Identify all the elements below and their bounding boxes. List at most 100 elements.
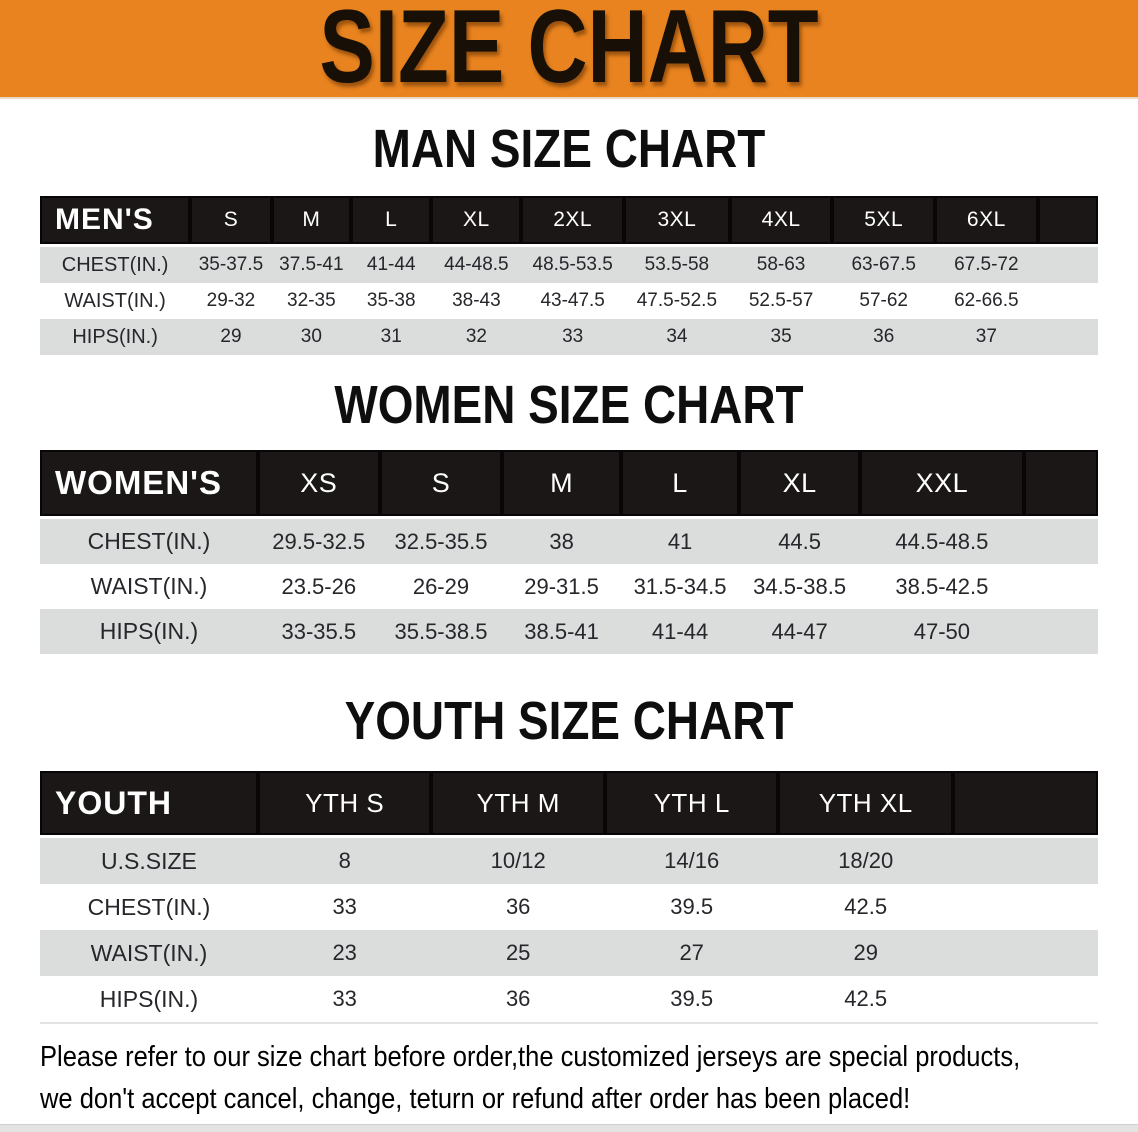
size-value-cell: 32 xyxy=(431,319,522,355)
size-value-cell: 44.5-48.5 xyxy=(859,516,1024,564)
size-column-header: S xyxy=(379,450,503,518)
size-value-cell: 37.5-41 xyxy=(271,244,352,283)
size-value-cell: 48.5-53.5 xyxy=(521,244,624,283)
size-value-cell: 42.5 xyxy=(778,884,953,930)
table-header-row: MEN'S S M L XL 2XL 3XL 4XL 5XL 6XL xyxy=(40,196,1098,246)
banner-title: SIZE CHART xyxy=(319,0,819,105)
row-label: HIPS(IN.) xyxy=(40,609,258,654)
row-label: WAIST(IN.) xyxy=(40,930,258,976)
men-size-table: MEN'S S M L XL 2XL 3XL 4XL 5XL 6XL CHEST(IN.) 35-37… xyxy=(40,196,1098,355)
size-value-cell: 39.5 xyxy=(604,976,779,1024)
row-filler-cell xyxy=(953,930,1098,976)
table-row: WAIST(IN.) 29-32 32-35 35-38 38-43 43-47.5 47.… xyxy=(40,283,1098,319)
row-filler-cell xyxy=(1037,244,1098,283)
size-column-header: 3XL xyxy=(623,196,730,246)
size-value-cell: 35-38 xyxy=(351,283,432,319)
size-column-header: M xyxy=(502,450,621,518)
size-value-cell: 23.5-26 xyxy=(257,564,380,609)
table-row: CHEST(IN.) 29.5-32.5 32.5-35.5 38 41 44.5 44.5… xyxy=(40,516,1098,564)
size-value-cell: 32.5-35.5 xyxy=(379,516,503,564)
size-value-cell: 47-50 xyxy=(859,609,1024,654)
row-filler-cell xyxy=(953,835,1098,884)
size-value-cell: 31.5-34.5 xyxy=(620,564,740,609)
women-size-table: WOMEN'S XS S M L XL XXL CHEST(IN.) 29.5-32.5 32.5… xyxy=(40,450,1098,654)
size-value-cell: 47.5-52.5 xyxy=(623,283,730,319)
size-column-header: L xyxy=(351,196,432,246)
size-chart-banner: SIZE CHART xyxy=(0,0,1138,99)
size-value-cell: 41-44 xyxy=(351,244,432,283)
header-filler-cell xyxy=(1023,450,1098,518)
row-filler-cell xyxy=(1037,319,1098,355)
size-value-cell: 36 xyxy=(431,976,605,1024)
size-column-header: L xyxy=(620,450,740,518)
size-value-cell: 30 xyxy=(271,319,352,355)
size-value-cell: 8 xyxy=(257,835,432,884)
size-value-cell: 36 xyxy=(431,884,605,930)
size-value-cell: 39.5 xyxy=(604,884,779,930)
table-row: WAIST(IN.) 23 25 27 29 xyxy=(40,930,1098,976)
table-row: CHEST(IN.) 35-37.5 37.5-41 41-44 44-48.5 48.5… xyxy=(40,244,1098,283)
row-label: CHEST(IN.) xyxy=(40,884,258,930)
women-size-chart-heading: WOMEN SIZE CHART xyxy=(334,375,804,435)
size-value-cell: 33 xyxy=(257,884,432,930)
size-value-cell: 27 xyxy=(604,930,779,976)
size-value-cell: 38.5-41 xyxy=(502,609,621,654)
row-label: WAIST(IN.) xyxy=(40,564,258,609)
size-value-cell: 25 xyxy=(431,930,605,976)
header-filler-cell xyxy=(953,771,1098,837)
size-value-cell: 18/20 xyxy=(778,835,953,884)
size-value-cell: 35.5-38.5 xyxy=(379,609,503,654)
size-value-cell: 33 xyxy=(521,319,624,355)
youth-size-table: YOUTH YTH S YTH M YTH L YTH XL U.S.SIZE 8 10/12… xyxy=(40,771,1098,1024)
table-row: HIPS(IN.) 33 36 39.5 42.5 xyxy=(40,976,1098,1024)
row-filler-cell xyxy=(953,884,1098,930)
size-value-cell: 29-31.5 xyxy=(502,564,621,609)
table-header-row: WOMEN'S XS S M L XL XXL xyxy=(40,450,1098,518)
size-value-cell: 29 xyxy=(190,319,272,355)
size-value-cell: 44-47 xyxy=(739,609,860,654)
row-label: HIPS(IN.) xyxy=(40,319,191,355)
size-value-cell: 33-35.5 xyxy=(257,609,380,654)
size-value-cell: 35 xyxy=(729,319,833,355)
size-value-cell: 37 xyxy=(935,319,1038,355)
youth-size-chart-heading: YOUTH SIZE CHART xyxy=(344,691,794,751)
table-row: HIPS(IN.) 29 30 31 32 33 34 35 36 37 xyxy=(40,319,1098,355)
size-value-cell: 34 xyxy=(623,319,730,355)
size-column-header: XL xyxy=(431,196,522,246)
size-value-cell: 63-67.5 xyxy=(832,244,936,283)
row-filler-cell xyxy=(1023,564,1098,609)
size-column-header: YTH S xyxy=(257,771,432,837)
size-value-cell: 32-35 xyxy=(271,283,352,319)
size-value-cell: 31 xyxy=(351,319,432,355)
man-size-chart-heading: MAN SIZE CHART xyxy=(372,119,766,179)
size-value-cell: 36 xyxy=(832,319,936,355)
row-filler-cell xyxy=(1023,609,1098,654)
row-label: CHEST(IN.) xyxy=(40,244,191,283)
size-value-cell: 29-32 xyxy=(190,283,272,319)
size-value-cell: 38.5-42.5 xyxy=(859,564,1024,609)
table-row: CHEST(IN.) 33 36 39.5 42.5 xyxy=(40,884,1098,930)
table-title-cell: WOMEN'S xyxy=(40,450,258,518)
size-value-cell: 14/16 xyxy=(604,835,779,884)
row-filler-cell xyxy=(953,976,1098,1024)
size-column-header: 5XL xyxy=(832,196,936,246)
size-column-header: XL xyxy=(739,450,860,518)
size-value-cell: 41-44 xyxy=(620,609,740,654)
bottom-edge-strip xyxy=(0,1124,1138,1132)
size-value-cell: 57-62 xyxy=(832,283,936,319)
header-filler-cell xyxy=(1037,196,1098,246)
size-value-cell: 10/12 xyxy=(431,835,605,884)
size-value-cell: 42.5 xyxy=(778,976,953,1024)
size-value-cell: 44.5 xyxy=(739,516,860,564)
size-value-cell: 33 xyxy=(257,976,432,1024)
size-value-cell: 62-66.5 xyxy=(935,283,1038,319)
disclaimer-line-1: Please refer to our size chart before or… xyxy=(40,1041,1021,1073)
size-column-header: 6XL xyxy=(935,196,1038,246)
size-value-cell: 41 xyxy=(620,516,740,564)
disclaimer: Please refer to our size chart before or… xyxy=(40,1036,1138,1120)
table-header-row: YOUTH YTH S YTH M YTH L YTH XL xyxy=(40,771,1098,837)
size-column-header: YTH L xyxy=(604,771,779,837)
size-value-cell: 58-63 xyxy=(729,244,833,283)
size-column-header: YTH M xyxy=(431,771,605,837)
table-title-cell: YOUTH xyxy=(40,771,258,837)
